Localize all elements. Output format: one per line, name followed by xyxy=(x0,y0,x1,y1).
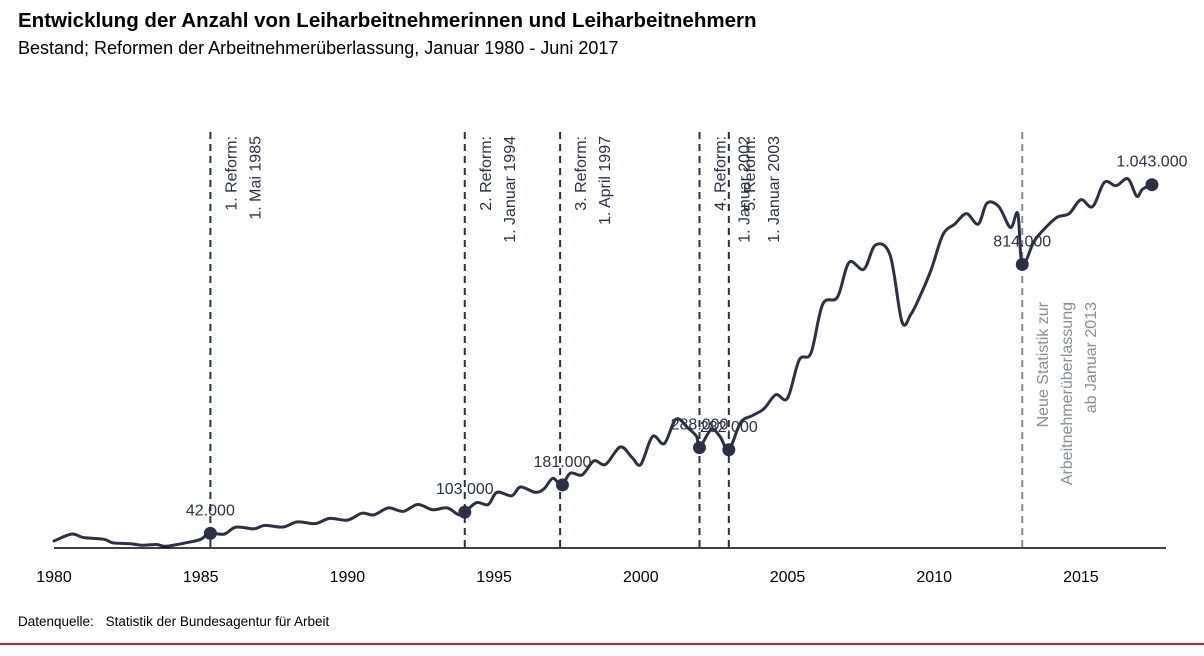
annotation-text-5-2: 1. Januar 2003 xyxy=(766,136,783,243)
annotation-text-2-2: 1. Januar 1994 xyxy=(502,136,519,243)
annotation-text-6-2: Arbeitnehmerüberlassung xyxy=(1059,302,1076,485)
x-axis: 1980 1985 1990 1995 2000 2005 2010 2015 xyxy=(36,547,1166,586)
annotation-text-6-1: Neue Statistik zur xyxy=(1035,301,1052,427)
x-tick-label-2010: 2010 xyxy=(916,569,952,586)
annotation-text-1-1: 1. Reform: xyxy=(223,136,240,211)
annotation-text-6-3: ab Januar 2013 xyxy=(1083,302,1100,413)
annotation-text-4-1: 4. Reform: xyxy=(712,136,729,211)
data-label-3: 181.000 xyxy=(534,454,592,471)
data-label-7: 1.043.000 xyxy=(1116,154,1187,171)
chart-subtitle: Bestand; Reformen der Arbeitnehmerüberla… xyxy=(18,38,619,58)
data-point-5 xyxy=(722,443,736,457)
data-label-6: 814.000 xyxy=(993,233,1051,250)
annotation-text-2-1: 2. Reform: xyxy=(478,136,495,211)
annotation-text-5-1: 5. Reform: xyxy=(742,136,759,211)
data-label-4: 288.000 xyxy=(671,417,729,434)
annotation-text-3-1: 3. Reform: xyxy=(573,136,590,211)
data-label-5: 282.000 xyxy=(700,419,758,436)
x-tick-label-1985: 1985 xyxy=(183,569,219,586)
x-tick-label-1990: 1990 xyxy=(330,569,366,586)
line-chart: 1. Reform: 1. Mai 1985 2. Reform: 1. Januar… xyxy=(36,132,1188,586)
data-point-4 xyxy=(692,441,706,455)
annotation-text-1-2: 1. Mai 1985 xyxy=(247,136,264,220)
footer-rule xyxy=(0,643,1204,645)
data-point-1 xyxy=(203,526,217,540)
x-tick-label-2005: 2005 xyxy=(770,569,806,586)
source-text: Statistik der Bundesagentur für Arbeit xyxy=(105,614,330,629)
chart-title: Entwicklung der Anzahl von Leiharbeitneh… xyxy=(18,9,757,32)
data-point-6 xyxy=(1015,257,1029,271)
annotation-text-4-2: 1. Januar 2002 xyxy=(736,136,753,243)
data-point-3 xyxy=(555,478,569,492)
source-label: Datenquelle: xyxy=(18,614,94,629)
data-point-2 xyxy=(458,505,472,519)
series-line xyxy=(52,177,1154,548)
annotation-text-3-2: 1. April 1997 xyxy=(597,136,614,225)
x-tick-label-2015: 2015 xyxy=(1063,569,1099,586)
series-layer xyxy=(52,177,1154,548)
data-point-7 xyxy=(1145,178,1159,192)
x-tick-label-2000: 2000 xyxy=(623,569,659,586)
data-label-2: 103.000 xyxy=(436,481,494,498)
x-tick-label-1995: 1995 xyxy=(476,569,512,586)
data-label-1: 42.000 xyxy=(186,502,235,519)
annotation-layer: 1. Reform: 1. Mai 1985 2. Reform: 1. Januar… xyxy=(209,132,1100,548)
data-source: Datenquelle: Statistik der Bundesagentur… xyxy=(18,614,329,629)
x-tick-label-1980: 1980 xyxy=(36,569,72,586)
